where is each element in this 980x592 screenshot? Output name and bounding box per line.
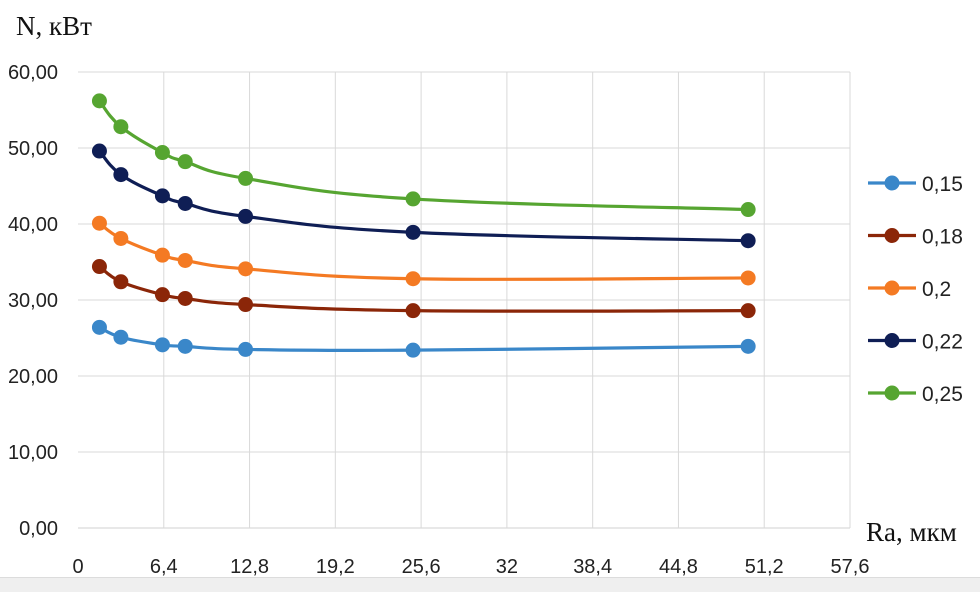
- data-point: [740, 202, 756, 218]
- legend-item: 0,18: [868, 226, 963, 249]
- legend-marker: [884, 228, 900, 243]
- x-tick-label: 57,6: [831, 556, 870, 578]
- data-point: [154, 337, 170, 353]
- data-point: [91, 215, 107, 231]
- legend-item: 0,2: [868, 278, 951, 301]
- data-point: [154, 287, 170, 303]
- x-axis-ticks: 0 6,4 12,8 19,2 25,6 32 38,4 44,8 51,2 57,6: [72, 556, 869, 578]
- data-point: [154, 188, 170, 204]
- data-point: [113, 230, 129, 246]
- legend-marker: [884, 175, 900, 191]
- x-tick-label: 19,2: [316, 556, 355, 578]
- data-point: [113, 274, 129, 290]
- data-point: [154, 247, 170, 263]
- data-point: [405, 271, 421, 287]
- x-tick-label: 32: [496, 556, 518, 578]
- data-point: [113, 329, 129, 345]
- series-line: [98, 221, 749, 281]
- data-point: [238, 297, 254, 313]
- data-point: [91, 143, 107, 159]
- y-tick-label: 10,00: [8, 442, 58, 464]
- data-point: [740, 233, 756, 249]
- bottom-bar: [0, 577, 980, 592]
- data-point: [238, 261, 254, 277]
- data-point: [405, 342, 421, 358]
- series-0-2: [91, 215, 756, 287]
- legend-label: 0,2: [922, 278, 951, 301]
- x-tick-label: 0: [72, 556, 83, 578]
- data-point: [177, 290, 193, 306]
- x-tick-label: 6,4: [150, 556, 178, 578]
- series-line: [98, 99, 749, 212]
- data-point: [177, 338, 193, 354]
- grid: [78, 71, 851, 529]
- data-point: [405, 191, 421, 207]
- data-point: [405, 303, 421, 319]
- legend-label: 0,15: [922, 173, 963, 196]
- data-point: [113, 167, 129, 183]
- series-0-15: [91, 319, 756, 358]
- series-0-22: [91, 143, 756, 249]
- legend-label: 0,18: [922, 226, 963, 249]
- data-point: [238, 208, 254, 224]
- series-0-18: [91, 259, 756, 319]
- legend: 0,15 0,18 0,2 0,22 0,25: [868, 173, 963, 406]
- y-tick-label: 20,00: [8, 366, 58, 388]
- legend-item: 0,22: [868, 331, 963, 354]
- y-tick-label: 30,00: [8, 290, 58, 312]
- data-point: [238, 170, 254, 186]
- data-point: [405, 224, 421, 240]
- data-point: [740, 338, 756, 354]
- y-tick-label: 0,00: [19, 518, 58, 540]
- y-tick-label: 40,00: [8, 214, 58, 236]
- data-point: [154, 145, 170, 161]
- x-axis-title: Ra, мкм: [866, 517, 957, 547]
- x-tick-label: 44,8: [659, 556, 698, 578]
- legend-marker: [884, 333, 900, 348]
- legend-label: 0,25: [922, 383, 963, 406]
- data-point: [177, 195, 193, 211]
- series-0-25: [91, 93, 756, 218]
- data-point: [113, 119, 129, 135]
- x-tick-label: 25,6: [402, 556, 441, 578]
- x-tick-label: 12,8: [230, 556, 269, 578]
- y-tick-label: 50,00: [8, 138, 58, 160]
- legend-item: 0,15: [868, 173, 963, 196]
- series-lines: [91, 93, 756, 358]
- x-tick-label: 38,4: [573, 556, 612, 578]
- x-tick-label: 51,2: [745, 556, 784, 578]
- y-tick-label: 60,00: [8, 62, 58, 84]
- legend-marker: [884, 385, 900, 401]
- data-point: [177, 252, 193, 268]
- legend-label: 0,22: [922, 331, 963, 354]
- series-line: [98, 325, 749, 353]
- y-axis-title: N, кВт: [16, 11, 92, 41]
- legend-item: 0,25: [868, 383, 963, 406]
- data-point: [91, 319, 107, 335]
- data-point: [177, 154, 193, 170]
- data-point: [740, 270, 756, 286]
- data-point: [91, 259, 107, 275]
- y-axis-ticks: 0,00 10,00 20,00 30,00 40,00 50,00 60,00: [8, 62, 58, 540]
- legend-marker: [884, 280, 900, 296]
- data-point: [91, 93, 107, 109]
- series-line: [98, 149, 749, 243]
- data-point: [238, 341, 254, 357]
- data-point: [740, 303, 756, 319]
- series-line: [98, 265, 749, 313]
